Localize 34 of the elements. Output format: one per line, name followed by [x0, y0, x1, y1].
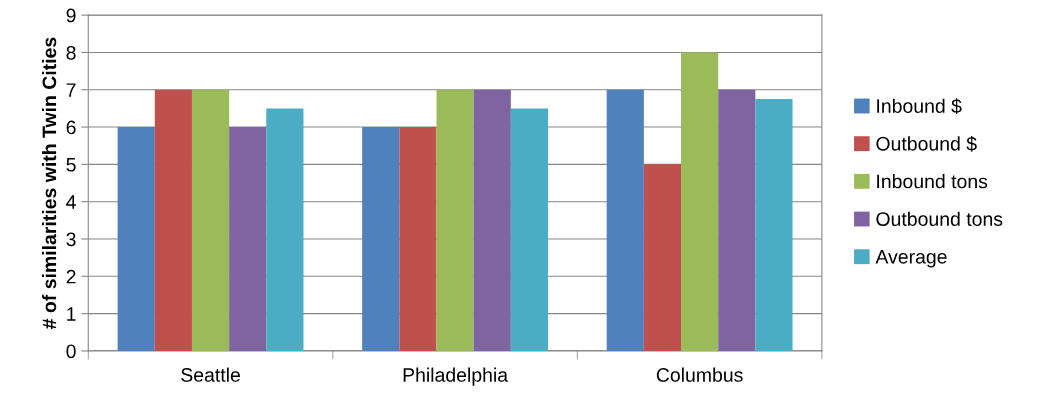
y-tick-label: 8 — [66, 45, 76, 60]
bar — [755, 99, 793, 351]
y-tick-label: 6 — [66, 120, 76, 135]
bar — [266, 108, 304, 351]
y-tick-label: 0 — [66, 344, 76, 359]
y-tick-label: 2 — [66, 269, 76, 284]
y-tick-label: 1 — [67, 307, 76, 321]
bar — [643, 164, 682, 351]
bar — [399, 127, 437, 351]
y-tick-label: 7 — [66, 83, 76, 97]
legend-label: Average — [875, 250, 947, 268]
bar — [473, 89, 511, 351]
bar — [117, 127, 155, 351]
legend-label: Inbound $ — [877, 98, 962, 115]
x-tick-label: Columbus — [656, 367, 743, 382]
bar — [718, 89, 756, 351]
bar — [510, 108, 549, 351]
x-tick-label: Seattle — [181, 367, 240, 382]
bar — [154, 89, 192, 351]
y-tick-label: 4 — [66, 195, 76, 209]
y-axis-title: # of similarities with Twin Cities — [41, 37, 57, 329]
bar — [191, 89, 230, 351]
legend-label: Inbound tons — [877, 174, 988, 189]
y-tick-label: 3 — [66, 232, 76, 247]
x-tick-label: Philadelphia — [403, 367, 509, 386]
y-tick-label: 5 — [66, 158, 76, 172]
bar — [681, 52, 719, 351]
legend-label: Outbound $ — [876, 136, 977, 152]
bar — [436, 89, 474, 351]
bar — [606, 89, 644, 351]
bar — [229, 127, 267, 351]
y-tick-label: 9 — [66, 8, 76, 23]
bar — [362, 127, 400, 351]
legend-label: Outbound tons — [876, 211, 1003, 226]
